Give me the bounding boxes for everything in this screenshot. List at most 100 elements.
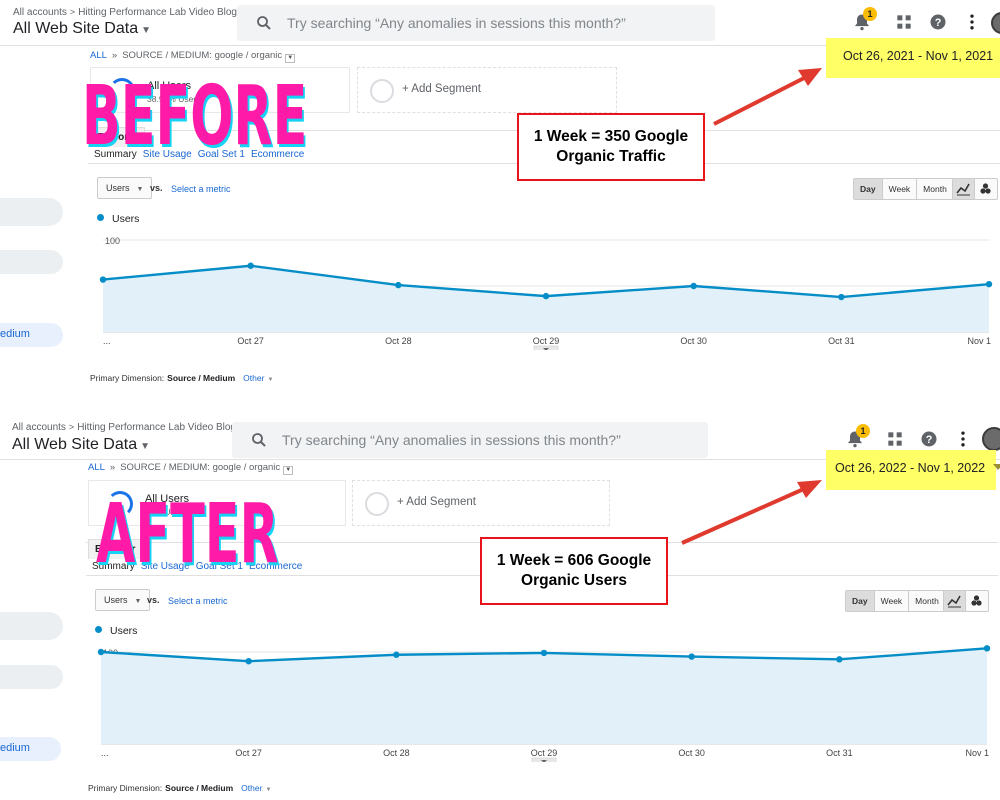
breadcrumb-all-link[interactable]: ALL xyxy=(90,50,107,61)
help-icon[interactable]: ? xyxy=(928,12,948,32)
sidebar-item-label: edium xyxy=(0,328,30,340)
sidebar-item[interactable] xyxy=(0,612,63,640)
crumb-property[interactable]: Hitting Performance Lab Video Blog xyxy=(77,422,236,433)
subtab-ecommerce[interactable]: Ecommerce xyxy=(250,149,305,160)
line-chart-icon[interactable] xyxy=(944,591,966,611)
data-point[interactable] xyxy=(690,282,697,290)
search-input[interactable]: Try searching “Any anomalies in sessions… xyxy=(232,422,708,458)
account-breadcrumb[interactable]: All accounts > Hitting Performance Lab Vid… xyxy=(12,422,236,433)
tab-explorer[interactable]: Explorer xyxy=(88,539,143,559)
tab-explorer[interactable]: Explorer xyxy=(90,127,145,147)
subtab-goal-set[interactable]: Goal Set 1 xyxy=(195,561,243,572)
granularity-day[interactable]: Day xyxy=(854,179,883,199)
data-point[interactable] xyxy=(247,262,254,269)
motion-chart-icon[interactable] xyxy=(966,591,988,611)
search-input[interactable]: Try searching “Any anomalies in sessions… xyxy=(237,5,715,41)
sidebar-item[interactable] xyxy=(0,250,63,274)
primary-dimension-label: Primary Dimension: xyxy=(88,783,163,793)
apps-grid-icon[interactable] xyxy=(885,429,905,449)
sidebar-item[interactable] xyxy=(0,665,63,689)
breadcrumb-all-link[interactable]: ALL xyxy=(88,462,105,473)
data-point[interactable] xyxy=(542,292,550,300)
crumb-property[interactable]: Hitting Performance Lab Video Blog xyxy=(78,7,237,18)
other-dimension-dropdown[interactable]: Other ▼ xyxy=(243,373,273,383)
data-point[interactable] xyxy=(395,281,402,289)
subtab-site-usage[interactable]: Site Usage xyxy=(142,149,192,160)
more-vert-icon[interactable] xyxy=(962,12,982,32)
callout-line2: Organic Users xyxy=(521,572,627,589)
data-point[interactable] xyxy=(838,293,845,301)
subtab-summary[interactable]: Summary xyxy=(94,149,137,160)
segment-ring-icon xyxy=(107,491,133,517)
explorer-subtabs: Summary Site Usage Goal Set 1 Ecommerce xyxy=(94,149,310,160)
granularity-day[interactable]: Day xyxy=(846,591,875,611)
segment-all-users[interactable]: All Users 55% Users xyxy=(88,480,346,526)
avatar[interactable] xyxy=(982,427,1000,451)
crumb-all-accounts[interactable]: All accounts xyxy=(12,422,66,433)
legend-users: Users xyxy=(110,625,138,637)
explorer-subtabs: Summary Site Usage Goal Set 1 Ecommerce xyxy=(92,561,308,572)
add-segment-circle-icon xyxy=(365,492,389,516)
sidebar-item[interactable] xyxy=(0,198,63,226)
apps-grid-icon[interactable] xyxy=(894,12,914,32)
motion-chart-icon[interactable] xyxy=(975,179,997,199)
before-panel: All accounts > Hitting Performance Lab Vid… xyxy=(0,5,1000,383)
avatar[interactable] xyxy=(991,12,1000,34)
select-metric-link[interactable]: Select a metric xyxy=(168,596,228,606)
account-breadcrumb[interactable]: All accounts > Hitting Performance Lab Vid… xyxy=(13,7,237,18)
chart-legend: Users xyxy=(95,625,137,637)
date-range-picker[interactable]: Oct 26, 2022 - Nov 1, 2022 xyxy=(826,450,1000,490)
view-selector[interactable]: All Web Site Data ▼ xyxy=(12,436,150,454)
date-range-picker[interactable]: Oct 26, 2021 - Nov 1, 2021 xyxy=(826,38,1000,78)
primary-dimension-source-medium[interactable]: Source / Medium xyxy=(167,373,236,383)
sidebar-item-source-medium[interactable]: edium xyxy=(0,323,63,347)
after-callout: 1 Week = 606 Google Organic Users xyxy=(480,537,668,605)
metric-dropdown[interactable]: Users ▼ xyxy=(95,589,151,611)
help-icon[interactable]: ? xyxy=(919,429,939,449)
subtab-goal-set[interactable]: Goal Set 1 xyxy=(197,149,245,160)
granularity-week[interactable]: Week xyxy=(875,591,910,611)
data-point[interactable] xyxy=(99,276,107,283)
data-point[interactable] xyxy=(540,649,548,657)
data-point[interactable] xyxy=(97,648,105,656)
vs-label: vs. xyxy=(147,595,160,605)
caret-down-icon[interactable]: ▼ xyxy=(285,54,296,63)
x-tick-label: Oct 31 xyxy=(828,336,855,346)
chevron-right-icon: > xyxy=(69,7,76,17)
subtab-site-usage[interactable]: Site Usage xyxy=(140,561,190,572)
primary-dimension: Primary Dimension: Source / Medium Other ▼ xyxy=(90,373,273,383)
primary-dimension-source-medium[interactable]: Source / Medium xyxy=(165,783,234,793)
view-selector[interactable]: All Web Site Data ▼ xyxy=(13,20,151,38)
x-tick-label: Oct 29 xyxy=(531,748,558,758)
notification-badge: 1 xyxy=(863,7,877,21)
crumb-all-accounts[interactable]: All accounts xyxy=(13,7,67,18)
subtab-summary[interactable]: Summary xyxy=(92,561,135,572)
segment-all-users[interactable]: All Users 38.93% Users xyxy=(90,67,350,113)
line-chart-icon[interactable] xyxy=(953,179,975,199)
add-segment-button[interactable]: + Add Segment xyxy=(352,480,610,526)
data-point[interactable] xyxy=(836,656,843,663)
metric-dropdown[interactable]: Users ▼ xyxy=(97,177,153,199)
header-actions: 1 ? xyxy=(845,424,975,451)
x-tick-label: Oct 31 xyxy=(826,748,853,758)
more-vert-icon[interactable] xyxy=(953,429,973,449)
data-point[interactable] xyxy=(985,280,993,288)
granularity-week[interactable]: Week xyxy=(883,179,918,199)
caret-down-icon[interactable]: ▼ xyxy=(283,466,294,475)
subtab-ecommerce[interactable]: Ecommerce xyxy=(248,561,303,572)
caret-down-icon: ▼ xyxy=(134,598,142,605)
sidebar-item-source-medium[interactable]: edium xyxy=(0,737,61,761)
data-point[interactable] xyxy=(688,653,695,660)
granularity-month[interactable]: Month xyxy=(915,596,939,606)
select-metric-link[interactable]: Select a metric xyxy=(171,184,231,194)
data-point[interactable] xyxy=(393,651,400,658)
other-dimension-dropdown[interactable]: Other ▼ xyxy=(241,783,271,793)
data-point[interactable] xyxy=(983,645,991,652)
granularity-month[interactable]: Month xyxy=(923,184,947,194)
add-segment-button[interactable]: + Add Segment xyxy=(357,67,617,113)
breadcrumb-filter: SOURCE / MEDIUM: google / organic xyxy=(120,462,281,473)
data-point[interactable] xyxy=(245,658,252,665)
caret-down-icon: ▼ xyxy=(267,377,274,383)
